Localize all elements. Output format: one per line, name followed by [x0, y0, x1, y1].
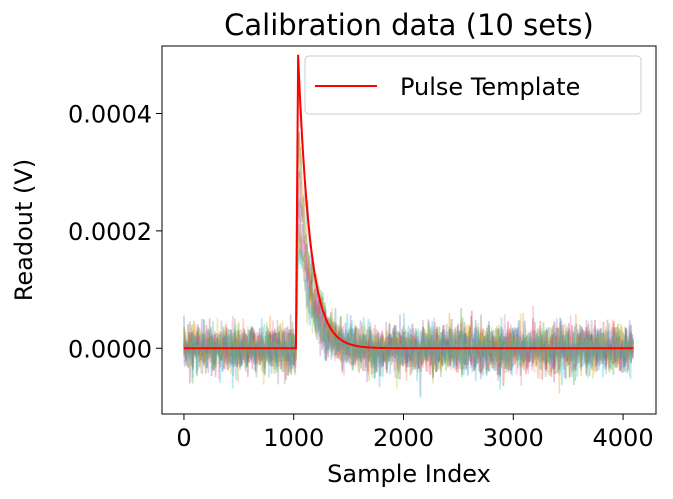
x-tick-label: 1000 [263, 424, 324, 452]
y-tick-label: 0.0000 [68, 335, 152, 363]
calibration-set-line [183, 248, 634, 390]
x-tick-label: 2000 [373, 424, 434, 452]
x-tick-label: 0 [176, 424, 191, 452]
x-axis-label: Sample Index [327, 460, 491, 488]
y-tick-label: 0.0004 [68, 100, 152, 128]
legend-box [304, 55, 642, 115]
x-tick-label: 4000 [593, 424, 654, 452]
calibration-sets [183, 77, 634, 398]
calibration-set-line [183, 224, 634, 385]
x-axis: 0 1000 2000 3000 4000 [176, 414, 654, 452]
calibration-set-line [183, 231, 634, 389]
y-tick-label: 0.0002 [68, 218, 152, 246]
legend: Pulse Template [304, 55, 642, 115]
calibration-set-line [183, 185, 634, 383]
y-axis: 0.0000 0.0002 0.0004 [68, 100, 162, 363]
calibration-set-line [183, 203, 634, 386]
calibration-set-line [183, 171, 634, 387]
y-axis-label: Readout (V) [10, 159, 38, 301]
x-tick-label: 3000 [483, 424, 544, 452]
calibration-set-line [183, 131, 634, 385]
legend-label-pulse-template: Pulse Template [400, 73, 580, 101]
chart-title: Calibration data (10 sets) [224, 8, 594, 42]
calibration-set-line [183, 132, 634, 394]
plot-area [183, 54, 634, 398]
plot-frame [161, 45, 657, 415]
pulse-template-line [183, 54, 634, 350]
calibration-set-line [183, 200, 634, 384]
calibration-set-line [183, 77, 634, 398]
